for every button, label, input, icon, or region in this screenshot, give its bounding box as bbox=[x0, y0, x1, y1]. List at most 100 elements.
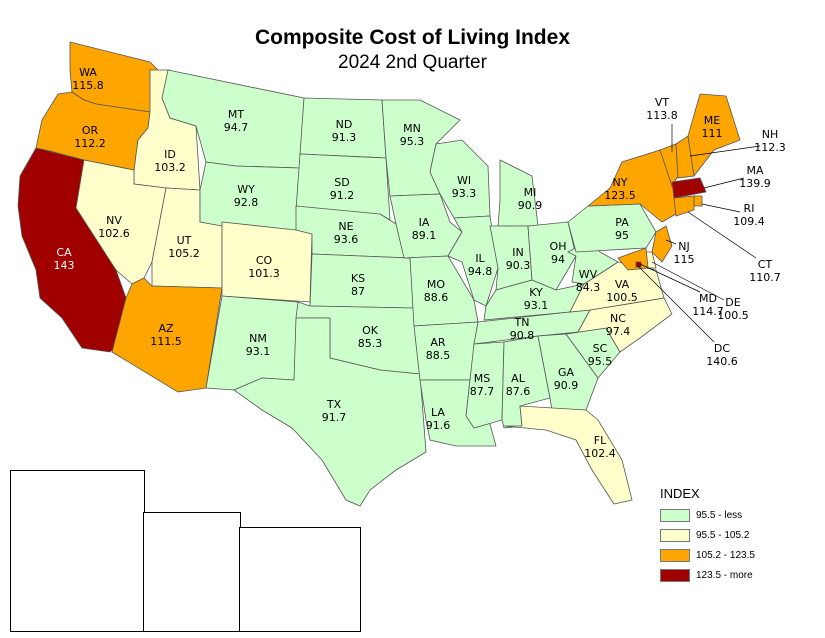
state-value-mn: 95.3 bbox=[400, 135, 425, 148]
state-label-mi: MI bbox=[524, 186, 537, 199]
state-label-nj: NJ bbox=[678, 240, 689, 253]
inset-hawaii bbox=[143, 512, 241, 632]
legend-swatch-top bbox=[660, 568, 690, 582]
state-value-ny: 123.5 bbox=[604, 189, 636, 202]
legend-swatch-low bbox=[660, 508, 690, 522]
state-value-ky: 93.1 bbox=[524, 299, 549, 312]
leader-line-dc bbox=[637, 265, 715, 343]
state-value-nc: 97.4 bbox=[606, 325, 631, 338]
state-value-ct: 110.7 bbox=[749, 271, 781, 284]
state-value-wa: 115.8 bbox=[72, 79, 104, 92]
state-value-nd: 91.3 bbox=[332, 131, 357, 144]
state-label-oh: OH bbox=[550, 240, 567, 253]
legend-item-high: 105.2 - 123.5 bbox=[660, 545, 780, 565]
state-value-md: 114.7 bbox=[692, 305, 724, 318]
state-value-ks: 87 bbox=[351, 285, 365, 298]
state-value-ok: 85.3 bbox=[358, 337, 383, 350]
state-label-ny: NY bbox=[613, 176, 628, 189]
state-nv bbox=[75, 159, 167, 285]
state-value-tn: 90.8 bbox=[510, 329, 535, 342]
state-value-nj: 115 bbox=[674, 253, 695, 266]
state-label-md: MD bbox=[699, 292, 717, 305]
state-value-la: 91.6 bbox=[426, 419, 451, 432]
state-value-wv: 84.3 bbox=[576, 281, 601, 294]
state-label-ia: IA bbox=[419, 216, 430, 229]
state-nc bbox=[565, 297, 673, 353]
state-value-az: 111.5 bbox=[150, 335, 182, 348]
state-pa bbox=[567, 203, 657, 253]
state-nj bbox=[651, 225, 673, 263]
state-label-pa: PA bbox=[615, 216, 629, 229]
state-label-ne: NE bbox=[338, 220, 353, 233]
state-label-ok: OK bbox=[362, 324, 379, 337]
state-value-ut: 105.2 bbox=[168, 247, 200, 260]
state-label-or: OR bbox=[82, 124, 99, 137]
state-value-ia: 89.1 bbox=[412, 229, 437, 242]
leader-line-md bbox=[639, 263, 701, 293]
state-label-dc: DC bbox=[714, 342, 730, 355]
state-value-oh: 94 bbox=[551, 253, 565, 266]
state-label-ar: AR bbox=[430, 336, 446, 349]
state-value-fl: 102.4 bbox=[584, 447, 616, 460]
state-value-sc: 95.5 bbox=[588, 355, 613, 368]
state-label-nh: NH bbox=[762, 128, 779, 141]
state-value-wi: 93.3 bbox=[452, 187, 477, 200]
state-value-de: 100.5 bbox=[717, 309, 749, 322]
state-label-al: AL bbox=[511, 372, 526, 385]
state-ky bbox=[483, 279, 585, 321]
state-label-id: ID bbox=[164, 148, 176, 161]
state-label-la: LA bbox=[431, 406, 445, 419]
state-label-nv: NV bbox=[106, 214, 122, 227]
state-value-ma: 139.9 bbox=[739, 177, 771, 190]
leader-line-ri bbox=[701, 203, 741, 213]
state-label-ky: KY bbox=[529, 286, 543, 299]
state-oh bbox=[527, 221, 577, 291]
state-label-nd: ND bbox=[336, 118, 353, 131]
map-title: Composite Cost of Living Index bbox=[254, 26, 570, 49]
state-label-ma: MA bbox=[746, 164, 763, 177]
state-label-il: IL bbox=[475, 252, 485, 265]
state-dc bbox=[635, 261, 642, 268]
state-label-ms: MS bbox=[474, 372, 490, 385]
state-label-wi: WI bbox=[457, 174, 471, 187]
state-in bbox=[489, 225, 533, 291]
inset-puerto-rico bbox=[239, 527, 361, 632]
state-label-sd: SD bbox=[334, 176, 349, 189]
state-value-ri: 109.4 bbox=[733, 215, 765, 228]
state-value-ca: 143 bbox=[54, 259, 75, 272]
state-value-ga: 90.9 bbox=[554, 379, 579, 392]
legend-swatch-mid bbox=[660, 528, 690, 542]
legend-item-low: 95.5 - less bbox=[660, 505, 780, 525]
state-label-mt: MT bbox=[228, 108, 244, 121]
state-value-in: 90.3 bbox=[506, 259, 531, 272]
state-value-or: 112.2 bbox=[74, 137, 106, 150]
leader-line-ma bbox=[703, 177, 745, 189]
state-co bbox=[221, 221, 313, 303]
state-value-nh: 112.3 bbox=[754, 141, 786, 154]
leader-line-nj bbox=[665, 239, 677, 245]
leader-line-ct bbox=[687, 211, 757, 259]
state-value-co: 101.3 bbox=[248, 267, 280, 280]
state-label-ct: CT bbox=[758, 258, 773, 271]
state-tx bbox=[233, 317, 427, 507]
state-me bbox=[687, 93, 741, 177]
state-label-wy: WY bbox=[237, 183, 255, 196]
state-value-il: 94.8 bbox=[468, 265, 493, 278]
state-value-ms: 87.7 bbox=[470, 385, 495, 398]
state-value-dc: 140.6 bbox=[706, 355, 738, 368]
state-label-tn: TN bbox=[514, 316, 530, 329]
legend-label-low: 95.5 - less bbox=[696, 509, 743, 521]
state-value-tx: 91.7 bbox=[322, 411, 347, 424]
state-label-ks: KS bbox=[351, 272, 365, 285]
state-label-in: IN bbox=[512, 246, 523, 259]
state-value-pa: 95 bbox=[615, 229, 629, 242]
inset-alaska bbox=[10, 470, 145, 632]
state-label-de: DE bbox=[725, 296, 740, 309]
state-label-wv: WV bbox=[579, 268, 598, 281]
state-label-mo: MO bbox=[427, 278, 445, 291]
state-label-ri: RI bbox=[744, 202, 755, 215]
state-value-al: 87.6 bbox=[506, 385, 531, 398]
state-az bbox=[111, 277, 223, 393]
state-value-nm: 93.1 bbox=[246, 345, 271, 358]
state-ri bbox=[693, 195, 703, 207]
